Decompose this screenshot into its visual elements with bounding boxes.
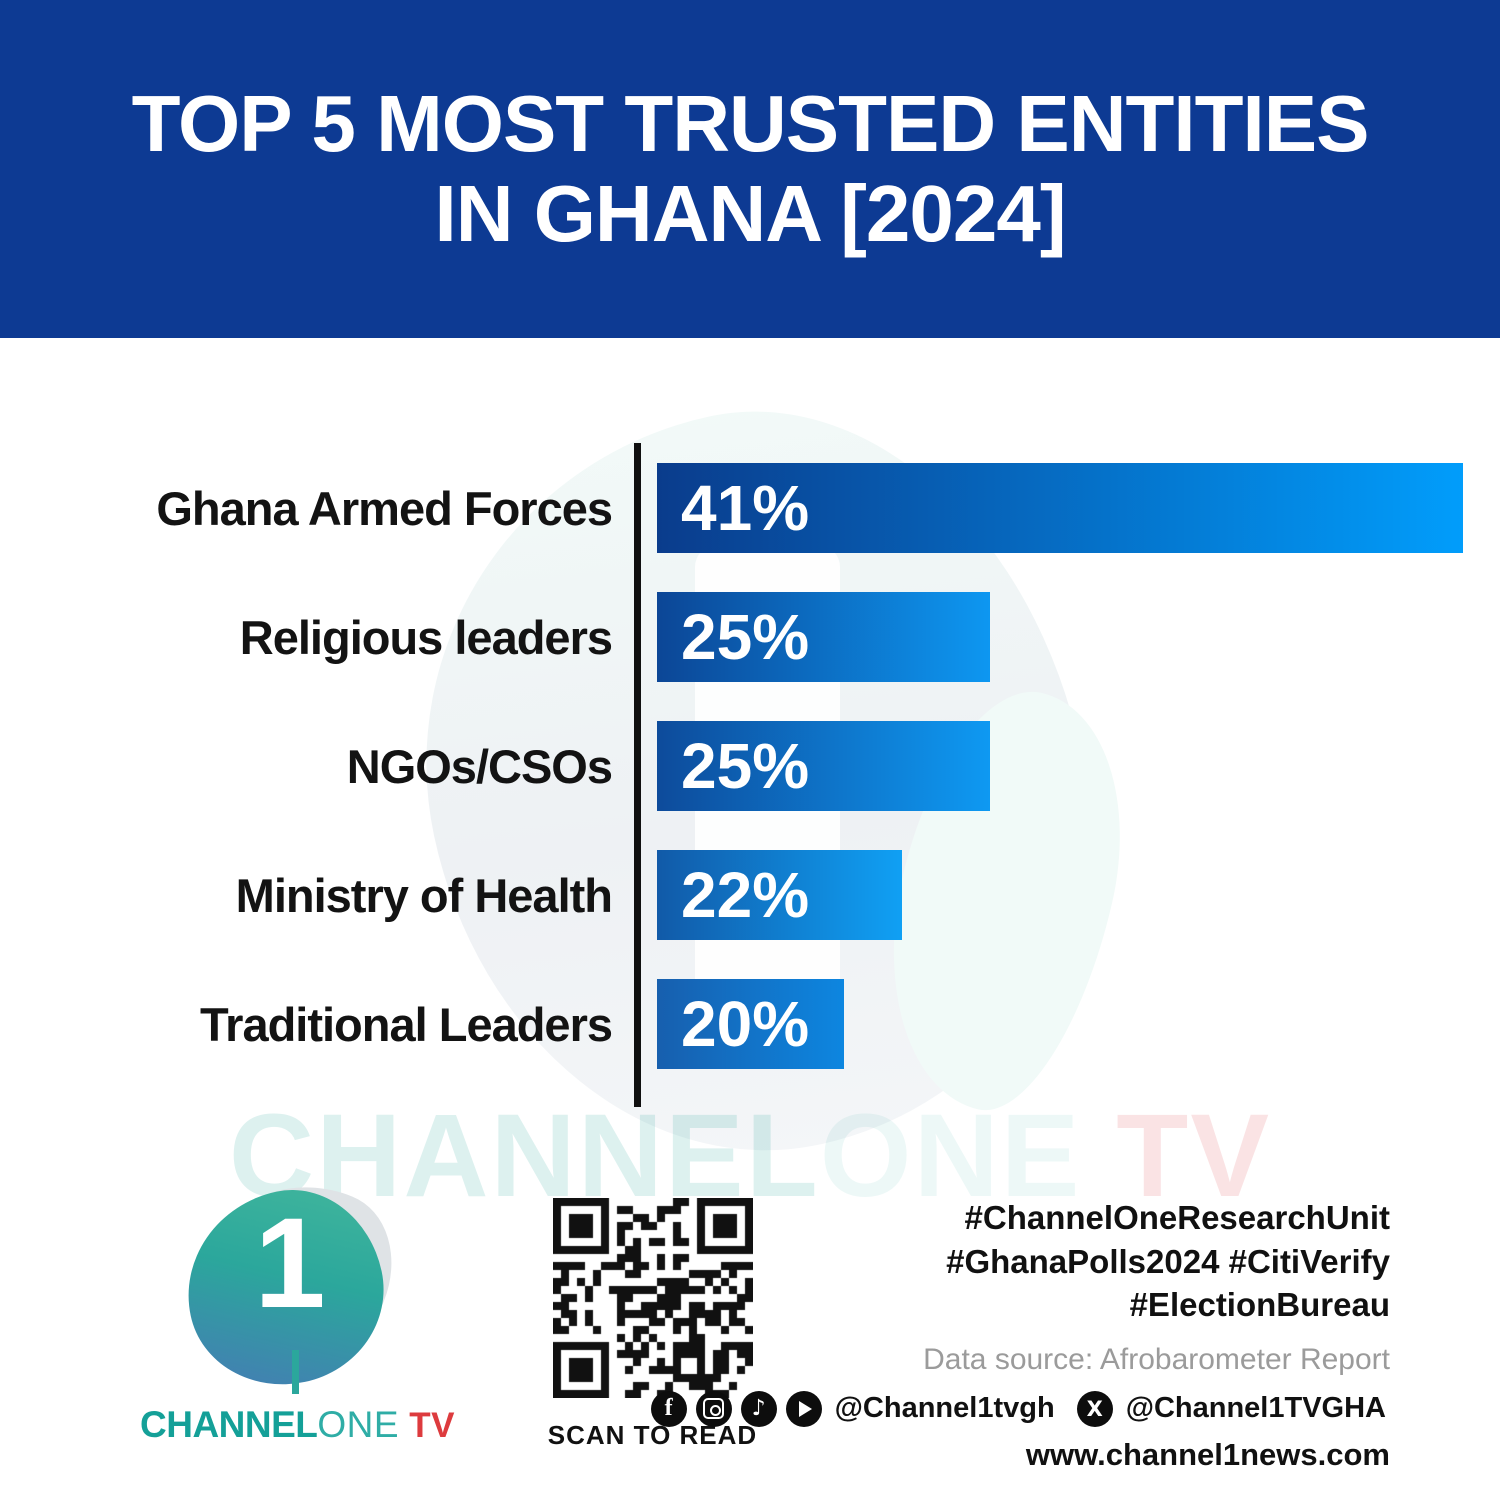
chart-row: Ministry of Health 22% [0, 850, 1500, 940]
channel-one-logo-block: 1 CHANNELONE TV [140, 1154, 455, 1445]
chart-row: NGOs/CSOs 25% [0, 721, 1500, 811]
wordmark-one: ONE [317, 1404, 400, 1445]
social-handle-1: @Channel1tvgh [834, 1392, 1055, 1425]
wordmark-tv: TV [399, 1406, 456, 1445]
category-label: Traditional Leaders [200, 997, 613, 1051]
bar: 25% [657, 592, 990, 682]
title-line-1: TOP 5 MOST TRUSTED ENTITIES [131, 78, 1370, 168]
logo-wordmark: CHANNELONE TV [140, 1404, 455, 1445]
chart-axis-line [634, 443, 641, 1107]
facebook-icon: f [650, 1390, 687, 1427]
data-source: Data source: Afrobarometer Report [923, 1342, 1390, 1376]
bar: 20% [657, 979, 844, 1069]
header-banner: TOP 5 MOST TRUSTED ENTITIES IN GHANA [20… [0, 0, 1500, 338]
watermark-tv: TV [1081, 1090, 1272, 1222]
bar-value-label: 20% [681, 988, 810, 1060]
x-twitter-icon: X [1076, 1390, 1113, 1427]
title-line-2: IN GHANA [2024] [434, 169, 1066, 258]
watermark-one: ONE [819, 1090, 1082, 1222]
wordmark-channel: CHANNEL [140, 1404, 318, 1445]
social-row: f ♪ @Channel1tvgh X @Channel1TVGHA [650, 1390, 1390, 1427]
category-label: NGOs/CSOs [346, 739, 613, 793]
page-title: TOP 5 MOST TRUSTED ENTITIES IN GHANA [20… [131, 78, 1370, 260]
hashtag-line: #ElectionBureau [1129, 1286, 1390, 1324]
bar-value-label: 22% [681, 859, 810, 931]
bar-value-label: 41% [681, 472, 810, 544]
chart-row: Traditional Leaders 20% [0, 979, 1500, 1069]
hashtag-line: #ChannelOneResearchUnit [964, 1199, 1390, 1236]
chart-row: Religious leaders 25% [0, 592, 1500, 682]
channel-one-logo: 1 [169, 1154, 416, 1403]
category-label: Ghana Armed Forces [156, 481, 613, 535]
chart-row: Ghana Armed Forces 41% [0, 463, 1500, 553]
logo-numeral-tail [292, 1350, 299, 1394]
bar: 41% [657, 463, 1463, 553]
youtube-icon [785, 1390, 822, 1427]
category-label: Religious leaders [239, 610, 613, 664]
bar: 22% [657, 850, 902, 940]
instagram-icon [695, 1390, 732, 1427]
hashtags: #ChannelOneResearchUnit #GhanaPolls2024 … [790, 1196, 1390, 1327]
category-label: Ministry of Health [235, 868, 613, 922]
tiktok-icon: ♪ [740, 1390, 777, 1427]
info-block: #ChannelOneResearchUnit #GhanaPolls2024 … [650, 1196, 1390, 1473]
website-url: www.channel1news.com [1025, 1436, 1390, 1472]
logo-numeral: 1 [254, 1192, 326, 1335]
hashtag-line: #GhanaPolls2024 #CitiVerify [946, 1242, 1390, 1280]
bar-chart: Ghana Armed Forces 41% Religious leaders 25… [0, 443, 1500, 1108]
qr-code [552, 1198, 753, 1398]
social-handle-2: @Channel1TVGHA [1125, 1392, 1386, 1425]
bar-value-label: 25% [681, 601, 810, 673]
bar-value-label: 25% [681, 730, 810, 802]
qr-caption: SCAN TO READ [547, 1420, 758, 1450]
bar: 25% [657, 721, 990, 811]
